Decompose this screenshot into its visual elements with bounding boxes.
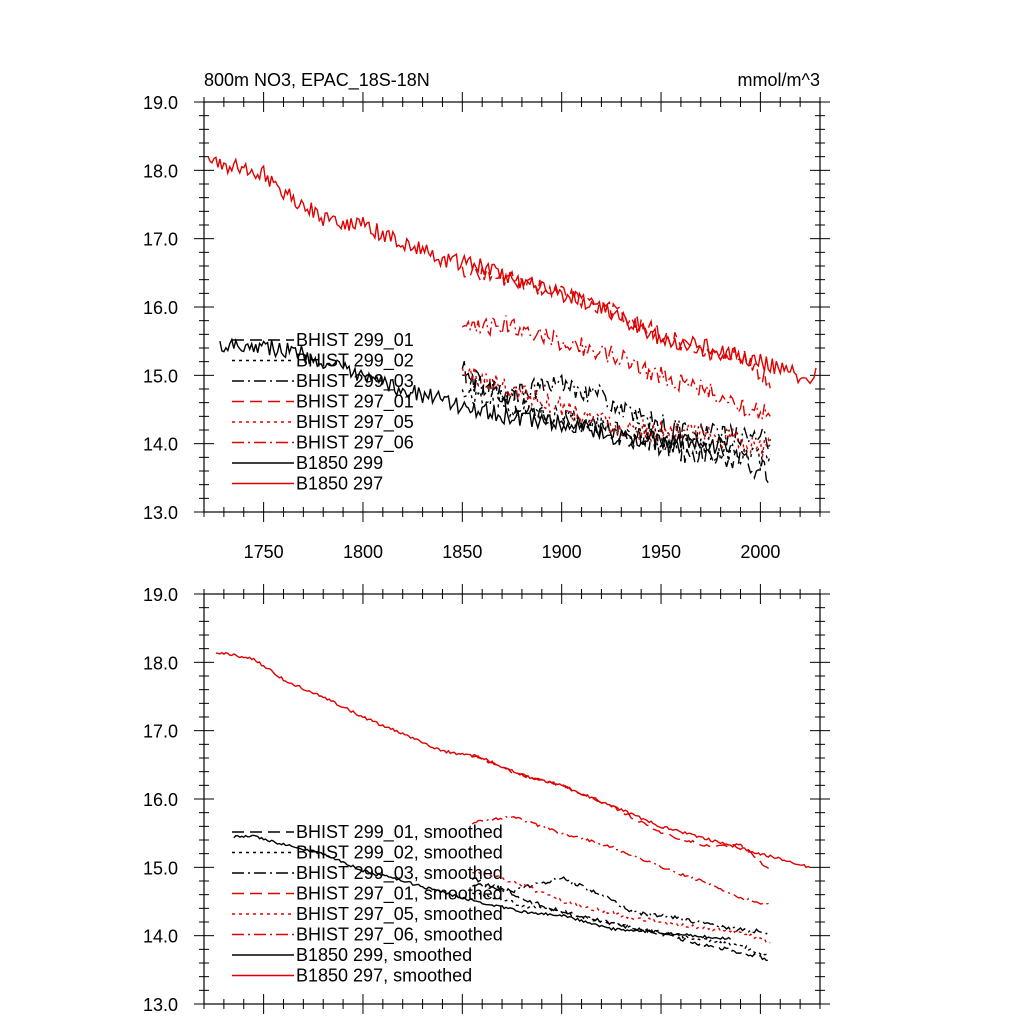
legend-label: B1850 299, smoothed	[296, 945, 472, 965]
series-line-6	[461, 315, 771, 420]
chart-units-label: mmol/m^3	[738, 70, 820, 90]
x-tick-label: 1900	[542, 542, 582, 562]
series-line-3	[462, 372, 771, 450]
series-line-5	[461, 365, 771, 458]
y-tick-label: 14.0	[143, 927, 178, 947]
y-tick-label: 16.0	[143, 790, 178, 810]
series-line-8	[207, 156, 817, 385]
legend-label: B1850 297, smoothed	[296, 966, 472, 986]
y-tick-label: 15.0	[143, 858, 178, 878]
legend-label: BHIST 297_01, smoothed	[296, 884, 503, 905]
plot-area	[215, 651, 811, 962]
x-tick-label: 1750	[244, 542, 284, 562]
series-line-6	[471, 815, 771, 907]
legend-label: BHIST 297_06, smoothed	[296, 925, 503, 946]
legend-label: BHIST 299_01	[296, 330, 414, 351]
chart-title-left: 800m NO3, EPAC_18S-18N	[204, 70, 430, 91]
legend-label: BHIST 297_05, smoothed	[296, 904, 503, 925]
series-line-7	[219, 337, 732, 454]
series-line-5	[472, 870, 771, 944]
legend-label: BHIST 299_03	[296, 371, 414, 392]
legend-label: BHIST 299_01, smoothed	[296, 822, 503, 843]
y-tick-label: 17.0	[143, 722, 178, 742]
x-tick-label: 1950	[641, 542, 681, 562]
legend-label: BHIST 297_06	[296, 433, 414, 454]
y-tick-label: 16.0	[143, 298, 178, 318]
bottom-panel: 13.0 14.0 15.0 16.0 17.0 18.0 19.0 BHIST 299_01…	[143, 584, 830, 1015]
y-tick-label: 19.0	[143, 585, 178, 605]
legend-label: BHIST 297_05	[296, 412, 414, 433]
y-tick-label: 17.0	[143, 230, 178, 250]
series-line-1	[461, 361, 771, 485]
x-tick-label: 1850	[442, 542, 482, 562]
legend-label: B1850 299	[296, 453, 383, 473]
series-line-7	[233, 834, 732, 940]
y-tick-label: 15.0	[143, 366, 178, 386]
legend-label: BHIST 299_02	[296, 351, 414, 372]
legend-label: BHIST 299_03, smoothed	[296, 863, 503, 884]
y-tick-label: 18.0	[143, 161, 178, 181]
series-line-4	[461, 260, 771, 389]
y-tick-label: 14.0	[143, 435, 178, 455]
series-line-1	[471, 876, 771, 962]
y-tick-label: 13.0	[143, 503, 178, 523]
x-tick-label: 2000	[740, 542, 780, 562]
y-tick-label: 13.0	[143, 995, 178, 1015]
series-line-2	[461, 387, 771, 471]
y-tick-label: 18.0	[143, 653, 178, 673]
x-tick-label: 1800	[343, 542, 383, 562]
legend-label: BHIST 299_02, smoothed	[296, 843, 503, 864]
legend-label: B1850 297	[296, 474, 383, 494]
series-line-8	[215, 651, 811, 869]
plot-area	[207, 156, 817, 485]
legend-label: BHIST 297_01	[296, 392, 414, 413]
y-tick-label: 19.0	[143, 93, 178, 113]
series-line-2	[472, 891, 771, 956]
top-panel: 1750 1800 1850 1900 1950 2000 13.0 14.0 15.0 16.0…	[143, 92, 830, 562]
